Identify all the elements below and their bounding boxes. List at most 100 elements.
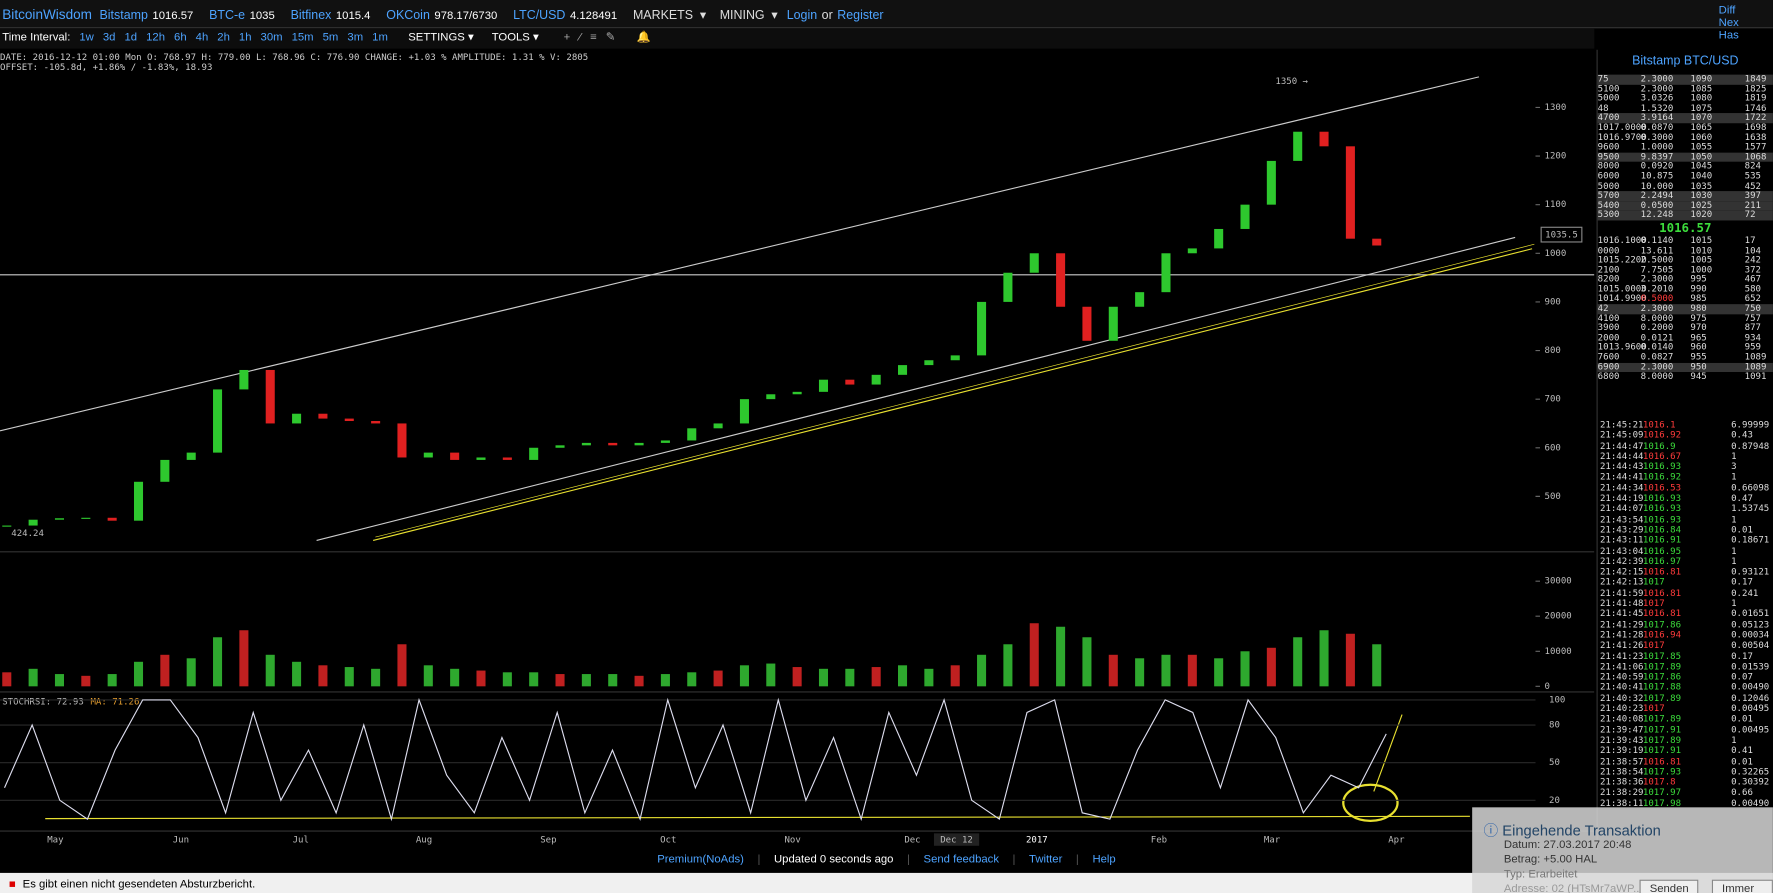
menu-mining[interactable]: MINING	[719, 9, 765, 23]
candle	[555, 445, 565, 448]
trade-time: 21:40:59	[1599, 671, 1644, 682]
trade-row: 21:40:41 1017.88 0.00490	[1598, 682, 1773, 693]
x-tick-label: Mar	[1264, 836, 1281, 846]
trade-time: 21:44:41	[1599, 472, 1644, 483]
book-cell: 3.9164	[1640, 112, 1674, 123]
interval[interactable]: 1w	[79, 31, 94, 45]
interval[interactable]: 1d	[124, 31, 138, 45]
market-name[interactable]: Bitstamp	[99, 9, 148, 23]
volume-bar	[950, 665, 960, 687]
interval[interactable]: 5m	[322, 31, 339, 45]
market-name[interactable]: OKCoin	[386, 9, 430, 23]
send-button[interactable]: Senden	[1639, 879, 1699, 893]
interval[interactable]: 1m	[372, 31, 388, 45]
trade-time: 21:43:29	[1599, 524, 1644, 535]
candle	[28, 519, 38, 526]
trade-time: 21:41:29	[1599, 619, 1644, 630]
trade-amount: 0.66	[1731, 787, 1753, 798]
volume-bar	[924, 668, 934, 687]
trade-amount: 1	[1731, 598, 1737, 609]
trade-row: 21:44:19 1016.93 0.47	[1598, 493, 1773, 504]
interval[interactable]: 30m	[260, 31, 283, 45]
logo[interactable]: BitcoinWisdom	[2, 6, 92, 23]
book-cell: 1014.9900	[1597, 293, 1647, 304]
channel-lines	[0, 76, 1595, 823]
candle	[54, 518, 64, 520]
footer-link[interactable]: Send feedback	[923, 853, 999, 867]
interval[interactable]: 3d	[102, 31, 116, 45]
interval[interactable]: 4h	[195, 31, 209, 45]
price-tick-label: 900	[1545, 297, 1561, 307]
interval[interactable]: 3m	[347, 31, 364, 45]
book-cell: 1060	[1690, 131, 1713, 142]
book-cell: 372	[1744, 264, 1762, 275]
trade-row: 21:43:29 1016.84 0.01	[1598, 525, 1773, 536]
register[interactable]: Register	[837, 9, 884, 23]
stoch-tick-label: 80	[1549, 721, 1560, 731]
order-book: 75 2.3000 1090 1849 5100 2.3000 1085 1825 5000 3.…	[1597, 74, 1773, 382]
book-cell: 42	[1597, 303, 1609, 314]
volume-bar	[292, 661, 302, 687]
stoch-tick-label: 100	[1549, 695, 1565, 705]
book-cell: 48	[1597, 102, 1609, 113]
candle	[608, 442, 618, 446]
price-box-label: 1035.5	[1545, 231, 1578, 241]
tools[interactable]: TOOLS	[491, 31, 530, 45]
footer-link[interactable]: Help	[1092, 853, 1116, 867]
settings[interactable]: SETTINGS	[408, 31, 465, 45]
trade-row: 21:39:43 1017.89 1	[1598, 735, 1773, 746]
candle	[529, 447, 539, 460]
book-cell: 0.2000	[1640, 322, 1674, 333]
always-button[interactable]: Immer sen	[1711, 879, 1773, 893]
x-tick-label: Jun	[173, 836, 189, 846]
market-name[interactable]: LTC/USD	[513, 9, 566, 23]
interval[interactable]: 1h	[238, 31, 252, 45]
trade-amount: 1.53745	[1731, 503, 1770, 514]
tool-icons: +⁄≡✎	[563, 31, 637, 45]
x-tick-label: 2017	[1026, 836, 1048, 846]
interval[interactable]: 12h	[146, 31, 166, 45]
x-tick-label: May	[47, 836, 64, 846]
book-row: 1016.1000 0.1140 1015 17	[1598, 236, 1773, 246]
trade-row: 21:41:45 1016.81 0.01651	[1598, 609, 1773, 620]
book-cell: 1015	[1690, 235, 1713, 246]
book-row: 42 2.3000 980 750	[1597, 303, 1773, 314]
book-cell: 1722	[1744, 112, 1767, 123]
toolbar: Time Interval: 1w 3d 1d 12h 6h 4h 2h 1h 30m 15m 5m 3…	[0, 28, 1595, 49]
menu-markets[interactable]: MARKETS	[632, 9, 694, 23]
candle	[1108, 306, 1118, 341]
interval[interactable]: 6h	[174, 31, 187, 45]
trade-time: 21:39:43	[1599, 734, 1644, 746]
book-row: 48 1.5320 1075 1746	[1597, 102, 1773, 114]
volume-bar	[739, 665, 749, 687]
trade-price: 1016.81	[1642, 566, 1682, 577]
x-tick-label: Apr	[1388, 836, 1405, 846]
trade-price: 1016.93	[1642, 514, 1682, 525]
interval[interactable]: 2h	[217, 31, 230, 45]
volume-tick-label: 0	[1545, 682, 1550, 692]
volume-bar	[1345, 633, 1355, 687]
trade-time: 21:40:41	[1599, 682, 1644, 693]
trade-price: 1016.9	[1642, 440, 1676, 451]
market-price: 1015.4	[335, 10, 371, 23]
candle	[1345, 146, 1355, 239]
trade-amount: 1	[1731, 556, 1737, 567]
book-cell: 0.0500	[1640, 199, 1674, 210]
book-cell: 0.1140	[1640, 235, 1674, 246]
book-cell: 1.0000	[1640, 141, 1674, 152]
footer-link[interactable]: Twitter	[1029, 853, 1063, 867]
trade-price: 1016.94	[1642, 629, 1682, 640]
trade-amount: 1	[1731, 472, 1737, 483]
trade-row: 21:38:57 1016.81 0.01	[1598, 756, 1773, 767]
footer-link[interactable]: Premium(NoAds)	[657, 853, 744, 867]
market-name[interactable]: BTC-e	[209, 9, 246, 23]
book-row: 5300 12.248 1020 72	[1597, 210, 1773, 221]
volume-bar	[476, 670, 486, 687]
volume-bar	[1135, 658, 1145, 687]
candle	[371, 421, 381, 424]
market-name[interactable]: Bitfinex	[290, 9, 332, 23]
book-cell: 9.8397	[1640, 151, 1674, 162]
interval[interactable]: 15m	[291, 31, 314, 45]
login[interactable]: Login	[786, 9, 818, 23]
trade-row: 21:43:11 1016.91 0.18671	[1598, 535, 1773, 546]
